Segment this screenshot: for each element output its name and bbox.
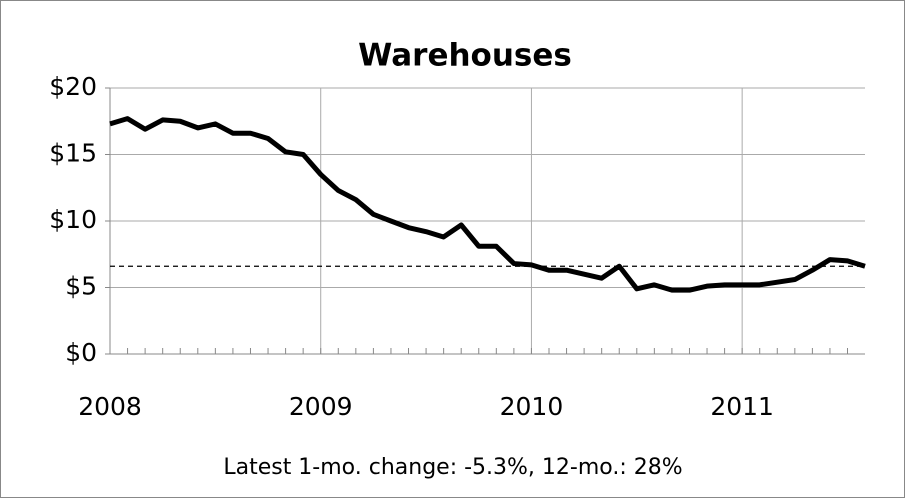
x-tick-label: 2011 xyxy=(710,392,774,421)
annotation: Latest 1-mo. change: -5.3%, 12-mo.: 28% xyxy=(223,455,682,480)
y-tick-label: $0 xyxy=(65,338,97,367)
y-tick-label: $5 xyxy=(65,272,97,301)
y-tick-label: $20 xyxy=(49,72,97,101)
y-tick-label: $10 xyxy=(49,205,97,234)
y-tick-label: $15 xyxy=(49,139,97,168)
x-tick-label: 2008 xyxy=(78,392,142,421)
x-tick-label: 2009 xyxy=(289,392,353,421)
chart-title: Warehouses xyxy=(358,38,572,74)
x-tick-label: 2010 xyxy=(500,392,564,421)
line-series xyxy=(109,116,866,293)
